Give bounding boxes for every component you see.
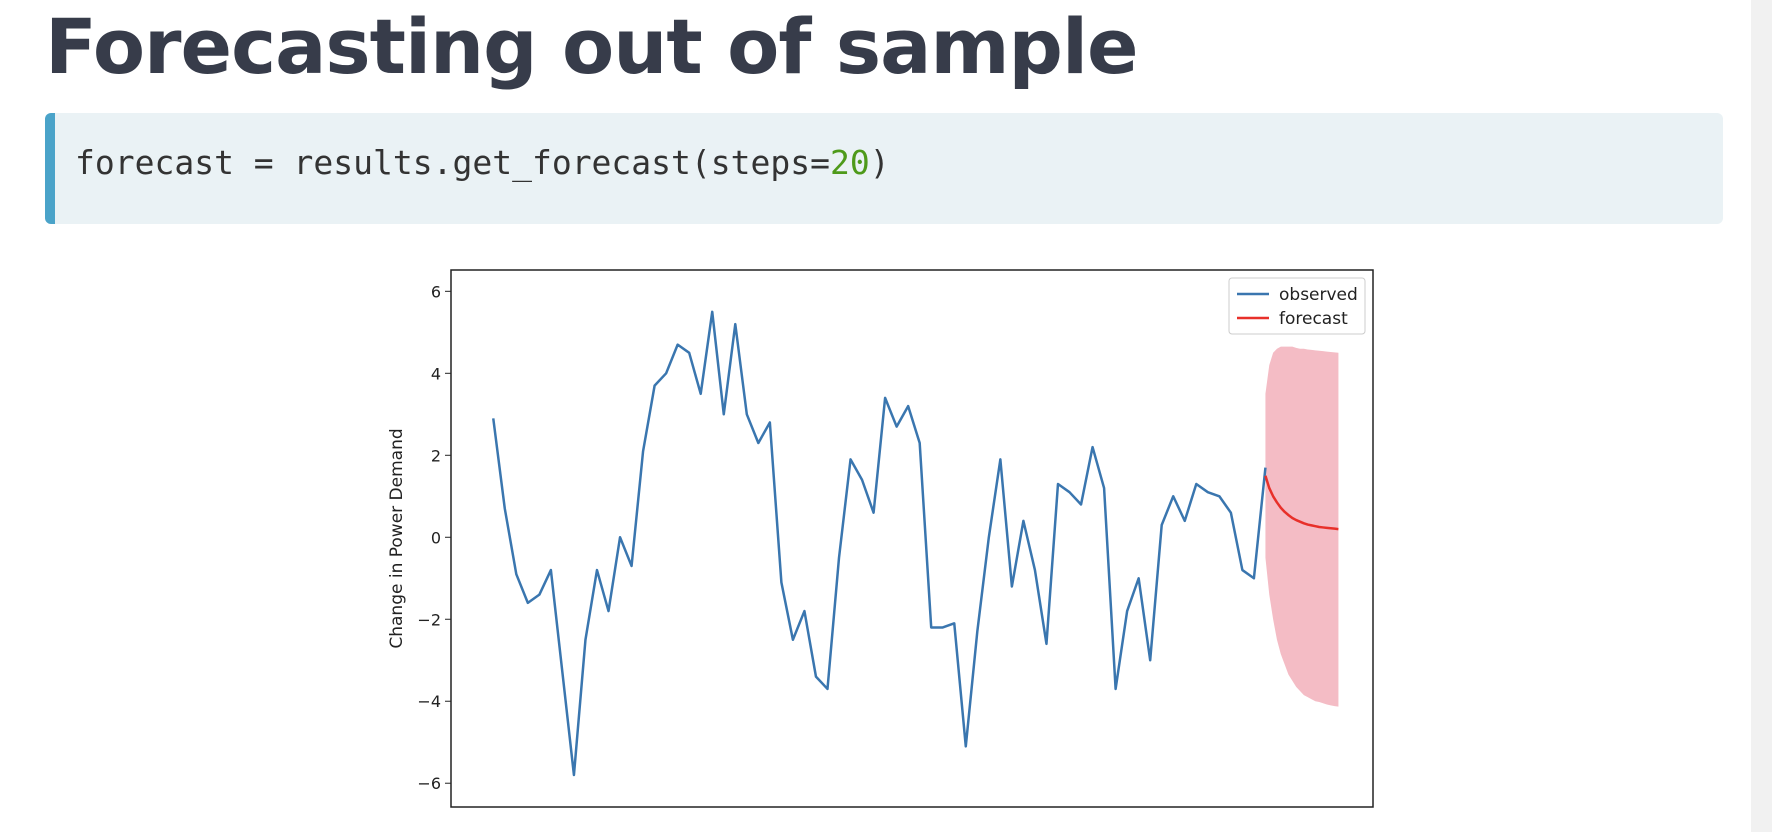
legend-box — [1228, 277, 1366, 335]
series-line — [492, 310, 1267, 777]
y-tick-label: 4 — [431, 364, 441, 383]
code-text: ) — [869, 143, 890, 182]
code-block: forecast = results.get_forecast(steps=20… — [45, 113, 1723, 224]
y-tick-label: 2 — [431, 446, 441, 465]
code-number: 20 — [829, 143, 870, 182]
plot-frame — [450, 269, 1374, 808]
slide-title: Forecasting out of sample — [45, 2, 1139, 91]
y-tick-label: −6 — [417, 774, 441, 793]
scrollbar[interactable] — [1751, 0, 1772, 832]
legend-label: observed — [1279, 285, 1358, 305]
legend-label: forecast — [1279, 309, 1348, 329]
y-tick-label: 0 — [431, 528, 441, 547]
y-axis-label: Change in Power Demand — [387, 428, 407, 648]
y-tick-label: −4 — [417, 692, 441, 711]
y-tick-label: −2 — [417, 610, 441, 629]
code-line: forecast = results.get_forecast(steps=20… — [75, 143, 890, 182]
code-text: forecast = results.get_forecast(steps= — [75, 143, 830, 182]
confidence-band — [1265, 346, 1339, 707]
y-tick-label: 6 — [431, 282, 441, 301]
series-line — [1264, 475, 1339, 531]
